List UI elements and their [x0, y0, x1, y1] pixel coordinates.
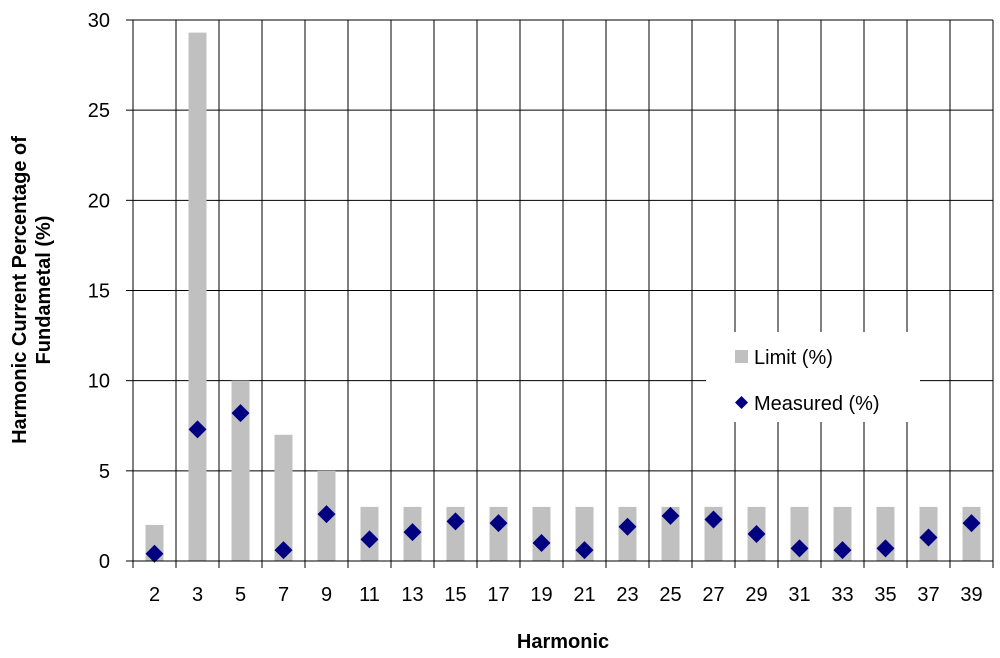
x-tick-label-27: 27 — [702, 584, 724, 606]
y-tick-label-5: 5 — [99, 461, 110, 483]
x-tick-label-31: 31 — [788, 584, 810, 606]
limit-bar-3 — [188, 32, 207, 561]
y-tick-label-20: 20 — [88, 190, 110, 212]
grid-lines — [133, 19, 994, 561]
x-tick-labels: 2 3 5 7 9 11 13 15 17 19 21 23 25 27 29 31 33 35 37 39 — [149, 584, 983, 606]
measured-point-19 — [532, 533, 551, 552]
x-tick-label-5: 5 — [235, 584, 246, 606]
limit-bar-5 — [231, 380, 250, 561]
measured-point-27 — [704, 510, 723, 529]
limit-bar-7 — [274, 434, 293, 561]
axes — [126, 19, 994, 568]
measured-point-15 — [446, 512, 465, 531]
x-tick-label-37: 37 — [917, 584, 939, 606]
x-tick-label-39: 39 — [960, 584, 982, 606]
measured-point-23 — [618, 517, 637, 536]
y-tick-label-0: 0 — [99, 551, 110, 573]
y-tick-label-30: 30 — [88, 10, 110, 32]
x-tick-label-13: 13 — [401, 584, 423, 606]
y-tick-label-15: 15 — [88, 281, 110, 303]
measured-point-37 — [919, 528, 938, 547]
limit-bar-25 — [661, 506, 680, 561]
x-tick-label-9: 9 — [321, 584, 332, 606]
x-tick-label-23: 23 — [616, 584, 638, 606]
y-axis-title: Harmonic Current Percentage of Fundameta… — [9, 136, 55, 444]
legend: Limit (%) Measured (%) — [706, 332, 920, 422]
legend-measured-swatch — [735, 396, 748, 409]
legend-measured-label: Measured (%) — [754, 393, 880, 415]
y-tick-labels: 0 5 10 15 20 25 30 — [88, 10, 110, 573]
legend-limit-swatch — [735, 350, 748, 363]
measured-point-21 — [575, 541, 594, 560]
measured-point-9 — [317, 505, 336, 524]
measured-point-11 — [360, 530, 379, 549]
y-tick-label-25: 25 — [88, 100, 110, 122]
x-tick-label-29: 29 — [745, 584, 767, 606]
measured-point-31 — [790, 539, 809, 558]
measured-point-7 — [274, 541, 293, 560]
measured-point-25 — [661, 506, 680, 525]
measured-point-33 — [833, 541, 852, 560]
measured-point-3 — [188, 420, 207, 439]
y-axis-title-line-2: Fundametal (%) — [33, 216, 55, 365]
x-tick-label-7: 7 — [278, 584, 289, 606]
measured-point-39 — [962, 514, 981, 533]
x-tick-label-25: 25 — [659, 584, 681, 606]
legend-limit-label: Limit (%) — [754, 347, 833, 369]
x-tick-label-19: 19 — [530, 584, 552, 606]
x-tick-label-11: 11 — [359, 584, 380, 606]
measured-markers — [145, 404, 981, 563]
measured-point-5 — [231, 404, 250, 423]
y-axis-title-line-1: Harmonic Current Percentage of — [9, 136, 31, 444]
x-tick-label-3: 3 — [192, 584, 203, 606]
measured-point-29 — [747, 524, 766, 543]
x-tick-label-33: 33 — [831, 584, 853, 606]
x-tick-label-17: 17 — [487, 584, 509, 606]
limit-bar-19 — [532, 506, 551, 561]
x-axis-title: Harmonic — [517, 631, 609, 653]
x-tick-label-2: 2 — [149, 584, 160, 606]
measured-point-2 — [145, 544, 164, 563]
measured-point-17 — [489, 514, 508, 533]
x-tick-label-21: 21 — [573, 584, 595, 606]
y-tick-label-10: 10 — [88, 371, 110, 393]
x-tick-label-35: 35 — [874, 584, 896, 606]
measured-point-13 — [403, 523, 422, 542]
x-tick-label-15: 15 — [444, 584, 466, 606]
measured-point-35 — [876, 539, 895, 558]
